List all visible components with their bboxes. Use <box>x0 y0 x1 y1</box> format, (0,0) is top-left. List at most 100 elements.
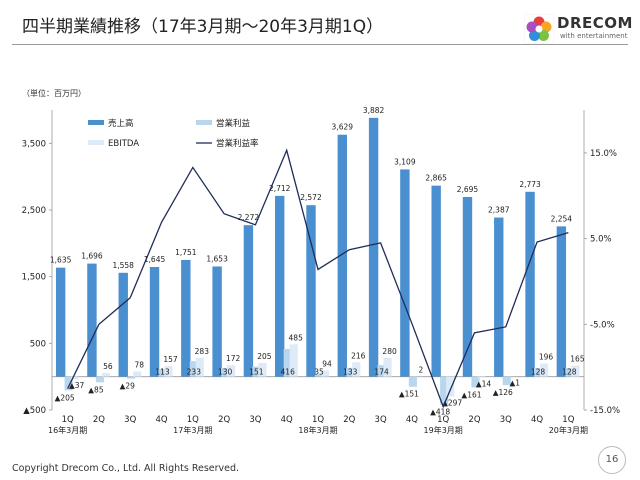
ebitda-data-label: 2 <box>418 366 423 375</box>
ebitda-data-label: ▲297 <box>442 398 462 407</box>
ebitda-bar <box>539 363 549 377</box>
ebitda-data-label: 78 <box>134 360 144 369</box>
unit-label: （単位：百万円） <box>22 89 86 98</box>
fiscal-year-label: 16年3月期 <box>48 425 87 435</box>
x-tick-label: 4Q <box>531 415 543 425</box>
sales-data-label: 1,558 <box>112 261 134 270</box>
y-left-tick-label: ▲500 <box>23 406 46 416</box>
ebitda-bar <box>70 376 79 380</box>
ebitda-data-label: 157 <box>163 355 178 364</box>
ebitda-bar <box>571 365 580 377</box>
sales-bar <box>149 267 160 377</box>
x-tick-label: 1Q <box>437 415 449 425</box>
legend-label: 売上高 <box>108 118 134 129</box>
x-tick-label: 3Q <box>124 415 136 425</box>
operating-income-bar <box>565 368 574 377</box>
operating-income-bar <box>95 376 105 383</box>
ebitda-data-label: ▲37 <box>69 381 85 390</box>
sales-bar <box>337 134 347 377</box>
operating-income-data-label: ▲151 <box>399 390 419 399</box>
title-divider <box>12 44 628 45</box>
sales-data-label: 1,645 <box>144 255 166 264</box>
x-tick-label: 1Q <box>187 415 199 425</box>
ebitda-data-label: ▲14 <box>476 380 492 389</box>
x-tick-label: 1Q <box>62 415 74 425</box>
sales-bar <box>118 272 128 377</box>
x-tick-label: 2Q <box>218 415 230 425</box>
ebitda-bar <box>101 372 111 377</box>
sales-bar <box>306 205 316 377</box>
legend-label: 営業利益 <box>216 118 251 129</box>
sales-data-label: 2,572 <box>300 193 322 202</box>
operating-income-bar <box>377 365 386 377</box>
sales-bar <box>181 259 191 377</box>
sales-bar <box>494 217 504 377</box>
y-left-tick-label: 500 <box>30 339 46 349</box>
ebitda-bar <box>195 357 204 377</box>
legend-label: EBITDA <box>108 139 139 149</box>
flower-logo-icon <box>524 14 554 44</box>
ebitda-bar <box>477 376 486 378</box>
x-tick-label: 1Q <box>312 415 324 425</box>
operating-income-data-label: ▲161 <box>461 390 481 399</box>
operating-income-data-label: 416 <box>281 368 296 377</box>
fiscal-year-label: 17年3月期 <box>173 425 212 435</box>
ebitda-data-label: 94 <box>322 359 332 368</box>
sales-data-label: 3,629 <box>332 123 354 132</box>
y-left-tick-label: 1,500 <box>22 273 46 283</box>
ebitda-bar <box>289 344 298 377</box>
sales-bar <box>55 267 66 377</box>
sales-data-label: 1,696 <box>81 252 103 261</box>
operating-income-bar <box>221 368 230 377</box>
sales-bar <box>243 225 254 377</box>
operating-income-bar <box>127 376 136 379</box>
operating-income-bar <box>189 361 198 377</box>
sales-bar <box>462 197 473 377</box>
sales-bar <box>212 266 222 377</box>
x-tick-label: 4Q <box>406 415 418 425</box>
x-tick-label: 3Q <box>500 415 512 425</box>
y-right-tick-label: -5.0% <box>590 320 615 330</box>
ebitda-bar <box>383 358 392 377</box>
operating-income-data-label: ▲126 <box>493 388 513 397</box>
operating-income-bar <box>283 348 292 377</box>
ebitda-data-label: 205 <box>257 352 272 361</box>
ebitda-data-label: 216 <box>351 351 366 360</box>
operating-income-data-label: 174 <box>374 368 389 377</box>
y-left-tick-label: 2,500 <box>22 206 46 216</box>
operating-income-bar <box>471 376 480 388</box>
operating-income-bar <box>252 366 261 377</box>
legend-label: 営業利益率 <box>216 138 259 149</box>
fiscal-year-label: 19年3月期 <box>424 425 463 435</box>
sales-bar <box>275 195 285 377</box>
x-tick-label: 1Q <box>562 415 574 425</box>
sales-bar <box>556 226 567 377</box>
sales-data-label: 2,272 <box>238 213 260 222</box>
operating-income-data-label: 128 <box>562 368 577 377</box>
x-tick-label: 2Q <box>93 415 105 425</box>
sales-bar <box>368 117 379 377</box>
operating-income-data-label: ▲85 <box>88 385 104 394</box>
operating-income-data-label: 113 <box>155 368 170 377</box>
ebitda-bar <box>446 376 455 397</box>
ebitda-bar <box>258 363 267 377</box>
operating-income-data-label: 130 <box>218 368 233 377</box>
y-right-tick-label: 5.0% <box>590 235 612 245</box>
ebitda-data-label: 485 <box>289 333 304 342</box>
operating-income-data-label: ▲205 <box>55 393 75 402</box>
copyright-text: Copyright Drecom Co., Ltd. All Rights Re… <box>12 463 240 474</box>
sales-bar <box>431 185 441 377</box>
operating-income-data-label: 133 <box>343 368 358 377</box>
ebitda-bar <box>320 370 330 377</box>
x-tick-label: 3Q <box>249 415 261 425</box>
logo-wordmark: DRECOM <box>557 14 633 32</box>
sales-data-label: 3,882 <box>363 106 385 115</box>
ebitda-data-label: 56 <box>103 362 113 371</box>
sales-bar <box>400 169 410 377</box>
operating-income-bar <box>346 367 355 377</box>
sales-data-label: 2,865 <box>425 174 447 183</box>
ebitda-data-label: 172 <box>226 354 241 363</box>
operating-income-bar <box>64 376 73 391</box>
ebitda-bar <box>352 362 361 377</box>
